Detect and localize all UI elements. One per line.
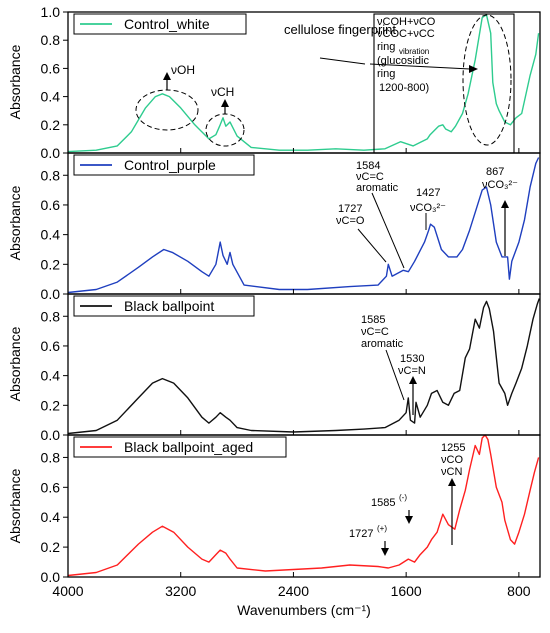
spectrum-line-2 bbox=[67, 157, 540, 294]
y-tick-label: 0.2 bbox=[41, 397, 61, 413]
legend-label-1: Control_white bbox=[124, 16, 210, 32]
annotation-vco3-867: νCO₃²⁻ bbox=[482, 179, 518, 191]
y-tick-label: 0.0 bbox=[41, 145, 61, 161]
y-tick-label: 0.2 bbox=[41, 539, 61, 555]
y-tick-label: 0.4 bbox=[41, 227, 61, 243]
annotation-vch: νCH bbox=[211, 85, 234, 99]
annotation-vco3-1427: νCO₃²⁻ bbox=[410, 202, 446, 214]
legend-2: Control_purple bbox=[73, 154, 255, 176]
y-axis-title-4: Absorbance bbox=[7, 468, 23, 543]
spectrum-line-4 bbox=[67, 434, 540, 577]
x-tick-label: 3200 bbox=[165, 583, 196, 599]
y-tick-label: 0.8 bbox=[41, 449, 61, 465]
panel-2-annotations: 1727 νC=O 1584 νC=C aromatic 1427 νCO₃²⁻… bbox=[336, 160, 518, 269]
y-tick-label: 0.0 bbox=[41, 427, 61, 443]
annotation-867: 867 bbox=[486, 166, 504, 178]
x-tick-label: 4000 bbox=[52, 583, 83, 599]
annotation-aromatic-1585: aromatic bbox=[361, 338, 404, 350]
box-line-3-sub: vibration bbox=[399, 47, 429, 56]
legend-label-3: Black ballpoint bbox=[124, 298, 214, 314]
panel-1-annotations: νOH νCH cellulose fingerprint νCOH+νCO ν… bbox=[135, 13, 515, 154]
panel-3-annotations: 1585 νC=C aromatic 1530 νC=N bbox=[361, 314, 426, 415]
annotation-vco-1727: νC=O bbox=[336, 215, 365, 227]
box-line-5: ring bbox=[377, 68, 395, 80]
box-line-3: ring bbox=[377, 41, 395, 53]
annotation-1427: 1427 bbox=[416, 187, 440, 199]
annotation-vcc-1585: νC=C bbox=[361, 326, 389, 338]
box-line-4: (glucosidic bbox=[377, 55, 429, 67]
annotation-vcn-1530: νC=N bbox=[398, 365, 426, 377]
y-tick-label: 0.2 bbox=[41, 117, 61, 133]
legend-label-2: Control_purple bbox=[124, 157, 216, 173]
box-line-1: νCOH+νCO bbox=[377, 16, 436, 28]
annotation-1255: 1255 bbox=[441, 442, 465, 454]
y-axis-title-2: Absorbance bbox=[7, 185, 23, 260]
x-axis-title: Wavenumbers (cm⁻¹) bbox=[237, 602, 371, 618]
annotation-1585-aged: 1585 bbox=[371, 497, 395, 509]
y-tick-label: 0.8 bbox=[41, 167, 61, 183]
annotation-1727-aged: 1727 bbox=[349, 528, 373, 540]
panel-4-annotations: 1255 νCO νCN 1585 (-) 1727 (+) bbox=[349, 442, 465, 556]
y-tick-label: 0.2 bbox=[41, 256, 61, 272]
y-axis-title-1: Absorbance bbox=[7, 44, 23, 119]
annotation-vcc-1584: νC=C bbox=[356, 171, 384, 183]
x-tick-label: 800 bbox=[507, 583, 531, 599]
annotation-1585-sup: (-) bbox=[399, 493, 407, 502]
y-tick-label: 0.0 bbox=[41, 286, 61, 302]
box-line-2: νCOC+νCC bbox=[377, 28, 435, 40]
spectrum-line-3 bbox=[67, 298, 540, 435]
annotation-1585: 1585 bbox=[361, 314, 385, 326]
x-tick-label: 1600 bbox=[391, 583, 422, 599]
annotation-1727: 1727 bbox=[338, 203, 362, 215]
spectrum-line-1 bbox=[67, 14, 540, 153]
legend-1: Control_white bbox=[73, 13, 247, 35]
panel-frame-4 bbox=[67, 434, 541, 578]
y-tick-label: 0.6 bbox=[41, 60, 61, 76]
annotation-vco-1255: νCO bbox=[441, 454, 463, 466]
annotation-1530: 1530 bbox=[400, 353, 424, 365]
annotation-1584: 1584 bbox=[356, 160, 380, 172]
y-tick-label: 0.0 bbox=[41, 569, 61, 585]
legend-3: Black ballpoint bbox=[73, 295, 255, 317]
y-tick-label: 0.6 bbox=[41, 338, 61, 354]
y-tick-label: 0.6 bbox=[41, 479, 61, 495]
y-tick-label: 0.4 bbox=[41, 89, 61, 105]
legend-label-4: Black ballpoint_aged bbox=[124, 439, 253, 455]
y-tick-label: 0.8 bbox=[41, 308, 61, 324]
y-axis-title-3: Absorbance bbox=[7, 326, 23, 401]
annotation-vcn-1255: νCN bbox=[441, 466, 462, 478]
annotation-cellulose: cellulose fingerprint bbox=[284, 22, 396, 37]
x-tick-label: 2400 bbox=[278, 583, 309, 599]
annotation-aromatic-1584: aromatic bbox=[356, 182, 399, 194]
y-tick-label: 1.0 bbox=[41, 4, 61, 20]
y-tick-label: 0.4 bbox=[41, 368, 61, 384]
y-tick-label: 0.4 bbox=[41, 509, 61, 525]
annotation-voh: νOH bbox=[171, 63, 195, 77]
annotation-1727-sup: (+) bbox=[377, 524, 387, 533]
legend-4: Black ballpoint_aged bbox=[73, 436, 287, 458]
y-tick-label: 0.8 bbox=[41, 32, 61, 48]
box-line-6: 1200-800) bbox=[379, 82, 429, 94]
y-tick-label: 0.6 bbox=[41, 197, 61, 213]
